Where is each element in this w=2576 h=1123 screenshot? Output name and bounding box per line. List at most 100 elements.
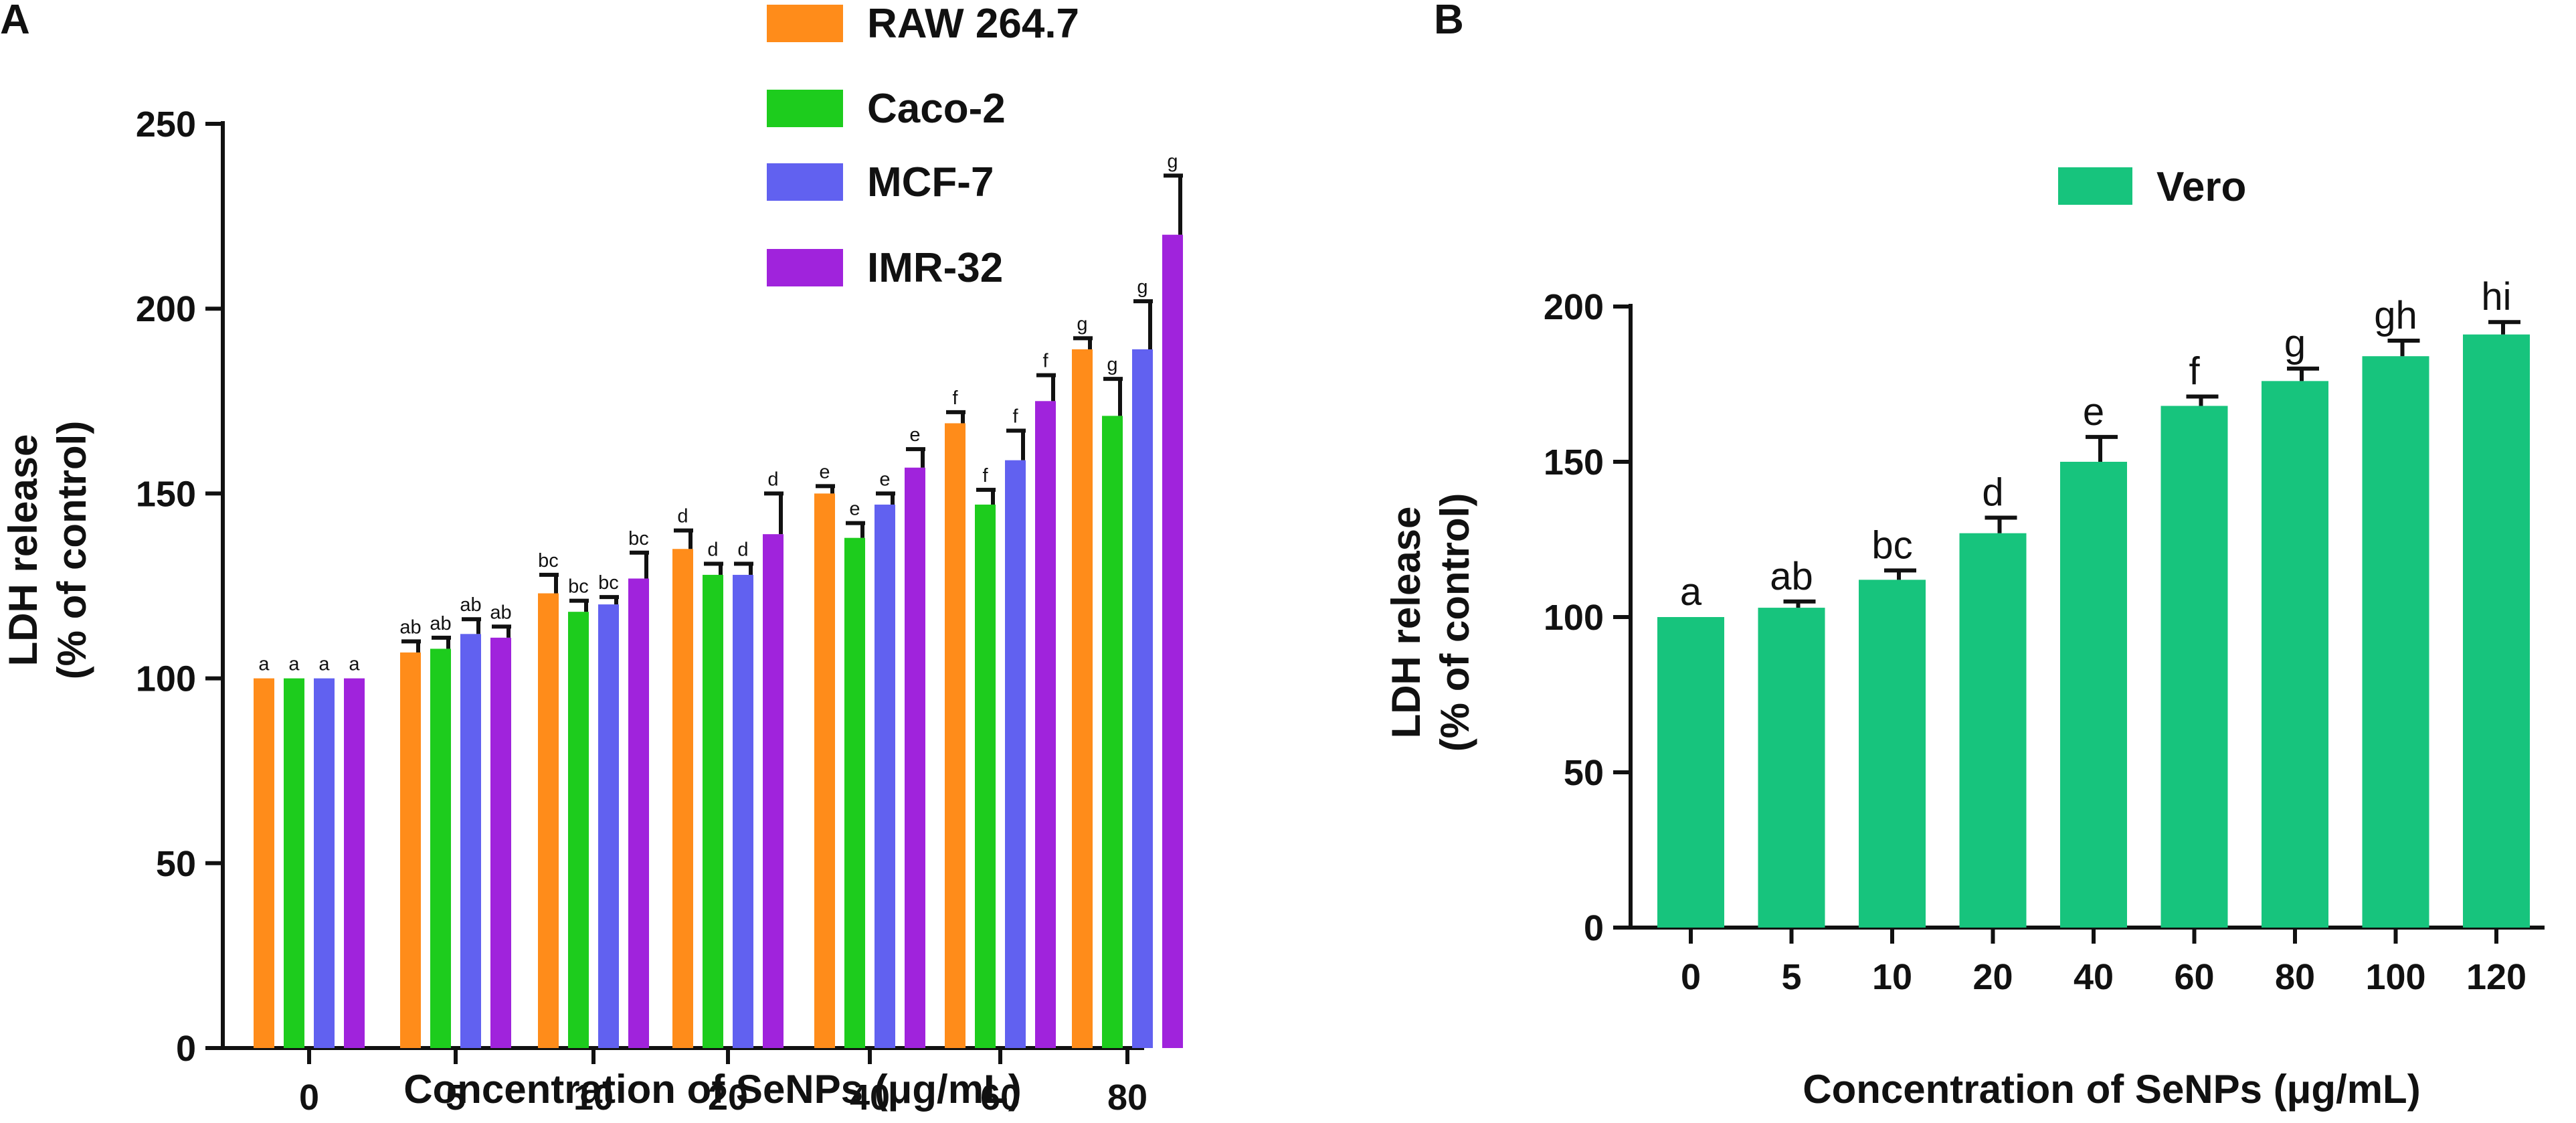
panel-a-significance-label: a: [258, 654, 270, 675]
panel-a-bar: [538, 593, 559, 1048]
panel-b-x-tick-label: 40: [2074, 957, 2114, 997]
panel-a-bar: [875, 504, 895, 1048]
panel-b-x-label: Concentration of SeNPs (μg/mL): [1803, 1067, 2420, 1112]
panel-a-legend-swatch: [767, 90, 843, 127]
panel-b-bar: [2362, 356, 2429, 928]
panel-a-bar: [1102, 416, 1123, 1048]
panel-a-significance-label: d: [707, 539, 718, 560]
panel-a-x-tick-label: 40: [850, 1077, 890, 1118]
panel-a-y-tick-label: 250: [136, 104, 196, 145]
panel-a-significance-label: f: [982, 465, 988, 487]
panel-b-significance-label: hi: [2481, 275, 2511, 319]
panel-a-significance-label: ab: [460, 594, 481, 616]
chart-panel-b: LDH release (% of control) Concentration…: [1384, 164, 2545, 1112]
panel-a-significance-label: bc: [568, 576, 589, 598]
panel-a-x-tick-label: 10: [573, 1077, 614, 1118]
panel-a-significance-label: d: [677, 506, 688, 527]
panel-a-significance-label: a: [318, 654, 330, 675]
panel-a-significance-label: f: [1012, 406, 1018, 427]
panel-b-y-label-line2: (% of control): [1433, 493, 1477, 752]
panel-a-significance-label: e: [849, 499, 860, 520]
panel-a-x-tick-label: 60: [980, 1077, 1020, 1118]
panel-a-significance-label: ab: [490, 602, 511, 623]
panel-b-x-tick-label: 5: [1781, 957, 1801, 997]
panel-b-y-tick-label: 200: [1544, 287, 1604, 327]
panel-a-legend: RAW 264.7 Caco-2 MCF-7 IMR-32: [767, 1, 1079, 291]
panel-b-x-tick-label: 60: [2174, 957, 2214, 997]
panel-a-bar: [844, 537, 865, 1048]
panel-b-significance-label: bc: [1871, 523, 1912, 567]
panel-a-legend-label: RAW 264.7: [867, 1, 1079, 47]
panel-b-x-tick-label: 20: [1972, 957, 2013, 997]
panel-b-x-tick-label: 100: [2365, 957, 2425, 997]
panel-a-y-label-line1: LDH release: [1, 434, 45, 667]
panel-a-y-tick-label: 0: [176, 1029, 196, 1069]
panel-b-bar: [1758, 608, 1825, 928]
panel-b-bar: [2262, 381, 2328, 928]
panel-b-bar: [2463, 334, 2530, 928]
panel-a-significance-label: f: [1042, 351, 1048, 372]
panel-b-significance-label: d: [1982, 471, 2003, 515]
panel-a-significance-label: g: [1137, 276, 1147, 298]
panel-a-significance-label: a: [288, 654, 300, 675]
panel-a-bar: [460, 634, 481, 1048]
panel-a-bar: [905, 467, 925, 1048]
panel-b-legend-swatch: [2058, 167, 2132, 205]
panel-a-significance-label: e: [879, 468, 890, 490]
panel-a-bar: [400, 652, 421, 1048]
panel-b-x-tick-label: 80: [2275, 957, 2315, 997]
panel-a-legend-label: MCF-7: [867, 159, 994, 205]
panel-a-bar: [490, 637, 511, 1048]
panel-b-y-tick-label: 150: [1544, 442, 1604, 483]
panel-a-bar: [1162, 234, 1183, 1049]
panel-b-significance-label: e: [2083, 390, 2104, 434]
panel-b-x-tick-label: 0: [1681, 957, 1701, 997]
panel-a-significance-label: a: [349, 654, 360, 675]
panel-b-y-tick-label: 50: [1564, 753, 1604, 793]
panel-a-significance-label: d: [767, 468, 778, 490]
panel-a-bar: [430, 649, 451, 1048]
panel-a-significance-label: ab: [399, 616, 421, 638]
panel-b-x-tick-label: 120: [2466, 957, 2526, 997]
panel-a-bar: [945, 423, 965, 1048]
panel-a-legend-swatch: [767, 249, 843, 286]
panel-b-bar: [1859, 580, 1926, 928]
panel-a-bar: [763, 534, 784, 1048]
panel-b-x-tick-label: 10: [1872, 957, 1912, 997]
panel-a-bar: [814, 493, 835, 1048]
panel-a-legend-swatch: [767, 163, 843, 201]
panel-a-bar: [598, 604, 619, 1048]
panel-a-legend-swatch: [767, 5, 843, 42]
panel-a-significance-label: bc: [598, 572, 619, 594]
panel-a-bar: [1005, 460, 1026, 1048]
panel-b-legend-label: Vero: [2156, 164, 2246, 210]
panel-a-significance-label: g: [1167, 151, 1178, 172]
panel-a-significance-label: ab: [430, 613, 451, 634]
panel-b-legend: Vero: [2058, 164, 2246, 210]
panel-a-bar: [733, 574, 753, 1048]
panel-b-y-tick-label: 100: [1544, 598, 1604, 638]
panel-a-x-tick-label: 5: [446, 1077, 466, 1118]
panel-a-bar: [254, 678, 274, 1048]
panel-a-bar: [1035, 401, 1056, 1048]
panel-a-significance-label: f: [952, 387, 958, 409]
panel-a-bar: [975, 504, 996, 1048]
panel-a-bar: [703, 574, 723, 1048]
panel-b-label: B: [1434, 0, 1464, 43]
panel-b-y-tick-label: 0: [1584, 908, 1604, 948]
panel-b-bar: [2060, 462, 2127, 928]
chart-panel-a: LDH release (% of control) Concentration…: [1, 1, 1183, 1118]
panel-a-bar: [1072, 349, 1093, 1048]
panel-a-bar: [628, 578, 649, 1048]
panel-a-y-tick-label: 50: [156, 844, 196, 884]
panel-a-bar: [1132, 349, 1153, 1048]
panel-a-significance-label: e: [909, 424, 920, 446]
panel-a-significance-label: g: [1107, 354, 1117, 375]
panel-a-y-tick-label: 100: [136, 659, 196, 699]
panel-a-significance-label: bc: [538, 550, 559, 572]
panel-a-legend-label: IMR-32: [867, 245, 1003, 291]
panel-a-significance-label: e: [819, 461, 830, 483]
panel-b-bar: [1657, 617, 1724, 928]
panel-b-bar: [2160, 406, 2228, 928]
